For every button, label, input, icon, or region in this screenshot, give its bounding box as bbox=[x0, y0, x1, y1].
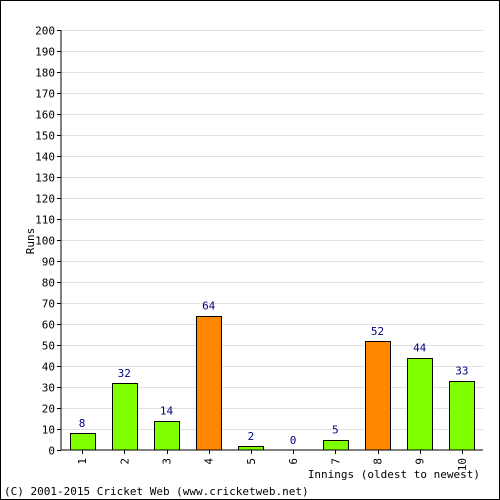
y-tick-label: 80 bbox=[42, 277, 55, 290]
bar-value-label: 52 bbox=[371, 325, 384, 338]
bars bbox=[70, 316, 475, 451]
y-tick-label: 70 bbox=[42, 298, 55, 311]
y-tick-label: 120 bbox=[35, 193, 55, 206]
x-axis-title: Innings (oldest to newest) bbox=[308, 468, 480, 481]
bar-innings-4 bbox=[196, 316, 222, 451]
axes bbox=[57, 30, 483, 454]
y-tick-label: 100 bbox=[35, 235, 55, 248]
x-tick-label: 10 bbox=[456, 458, 469, 471]
x-tick-label: 5 bbox=[245, 458, 258, 465]
bar-innings-7 bbox=[323, 440, 349, 451]
bar-innings-10 bbox=[449, 381, 475, 451]
bar-value-label: 2 bbox=[248, 430, 255, 443]
bar-value-label: 14 bbox=[160, 405, 174, 418]
bar-innings-5 bbox=[238, 446, 264, 451]
bar-value-label: 33 bbox=[455, 365, 468, 378]
y-tick-label: 180 bbox=[35, 67, 55, 80]
y-tick-label: 130 bbox=[35, 172, 55, 185]
y-tick-label: 90 bbox=[42, 256, 55, 269]
y-tick-label: 110 bbox=[35, 214, 55, 227]
y-tick-label: 170 bbox=[35, 88, 55, 101]
y-tick-label: 140 bbox=[35, 151, 55, 164]
x-tick-label: 9 bbox=[414, 458, 427, 465]
x-tick-label: 4 bbox=[203, 458, 216, 465]
bar-innings-2 bbox=[112, 383, 138, 451]
y-tick-label: 50 bbox=[42, 340, 55, 353]
y-tick-label: 150 bbox=[35, 130, 55, 143]
bar-value-label: 32 bbox=[118, 367, 131, 380]
y-tick-label: 10 bbox=[42, 424, 55, 437]
y-tick-label: 20 bbox=[42, 403, 55, 416]
y-tick-label: 0 bbox=[48, 445, 55, 458]
y-tick-label: 160 bbox=[35, 109, 55, 122]
x-tick-label: 2 bbox=[118, 458, 131, 465]
y-tick-label: 40 bbox=[42, 361, 55, 374]
y-tick-label: 190 bbox=[35, 46, 55, 59]
x-tick-label: 8 bbox=[372, 458, 385, 465]
y-tick-label: 60 bbox=[42, 319, 55, 332]
x-tick-label: 3 bbox=[161, 458, 174, 465]
bar-innings-3 bbox=[154, 421, 180, 451]
x-tick-label: 1 bbox=[76, 458, 89, 465]
bar-value-label: 44 bbox=[413, 342, 427, 355]
bar-innings-1 bbox=[70, 433, 96, 451]
labels: 0102030405060708090100110120130140150160… bbox=[35, 25, 469, 472]
bar-innings-9 bbox=[407, 358, 433, 451]
bar-value-label: 8 bbox=[79, 417, 86, 430]
x-tick-label: 6 bbox=[287, 458, 300, 465]
y-tick-label: 30 bbox=[42, 382, 55, 395]
bar-value-label: 5 bbox=[332, 424, 339, 437]
bar-value-label: 0 bbox=[290, 434, 297, 447]
y-axis-title: Runs bbox=[24, 228, 37, 255]
bar-value-label: 64 bbox=[202, 300, 216, 313]
x-tick-label: 7 bbox=[329, 458, 342, 465]
y-tick-label: 200 bbox=[35, 25, 55, 38]
bar-innings-8 bbox=[365, 341, 391, 451]
copyright-footer: (C) 2001-2015 Cricket Web (www.cricketwe… bbox=[4, 485, 309, 498]
